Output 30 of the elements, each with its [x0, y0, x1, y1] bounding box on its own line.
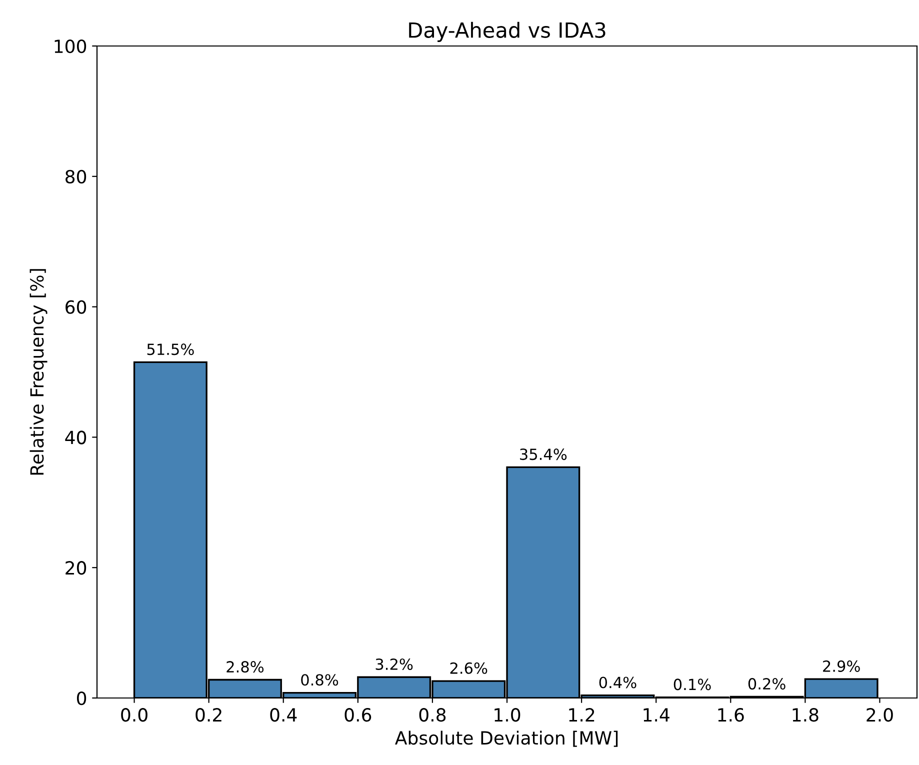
- x-tick-label: 1.8: [792, 708, 818, 722]
- y-tick-label: 0: [76, 691, 86, 706]
- data-label: 0.2%: [748, 678, 786, 690]
- data-label: 0.4%: [599, 676, 636, 688]
- x-tick-label: 0.2: [196, 708, 222, 722]
- data-label: 0.1%: [674, 678, 711, 690]
- data-label: 2.9%: [823, 660, 860, 672]
- data-label: 2.8%: [226, 661, 264, 673]
- data-label: 3.2%: [376, 658, 413, 670]
- y-tick-label: 60: [66, 300, 86, 314]
- y-axis-title: Relative Frequency [%]: [30, 269, 48, 475]
- x-axis-title: Absolute Deviation [MW]: [395, 730, 618, 747]
- y-tick-label: 40: [65, 430, 86, 444]
- x-tick-label: 1.6: [718, 708, 744, 722]
- data-label: 51.5%: [147, 344, 194, 356]
- y-tick-label: 100: [54, 39, 86, 54]
- data-label: 35.4%: [520, 448, 567, 460]
- chart-title: Day-Ahead vs IDA3: [409, 22, 606, 42]
- y-tick-label: 80: [66, 170, 86, 184]
- x-tick-label: 0.6: [344, 708, 372, 722]
- x-tick-label: 1.2: [569, 708, 594, 722]
- y-tick-label: 20: [66, 561, 86, 575]
- x-tick-label: 1.4: [644, 708, 670, 722]
- x-tick-label: 2.0: [866, 708, 893, 722]
- x-tick-label: 0.4: [270, 708, 297, 722]
- x-tick-label: 0.0: [121, 708, 148, 722]
- x-tick-label: 0.8: [419, 708, 446, 722]
- data-label: 2.6%: [450, 662, 488, 674]
- x-tick-label: 1.0: [494, 708, 520, 722]
- data-label: 0.8%: [301, 674, 338, 686]
